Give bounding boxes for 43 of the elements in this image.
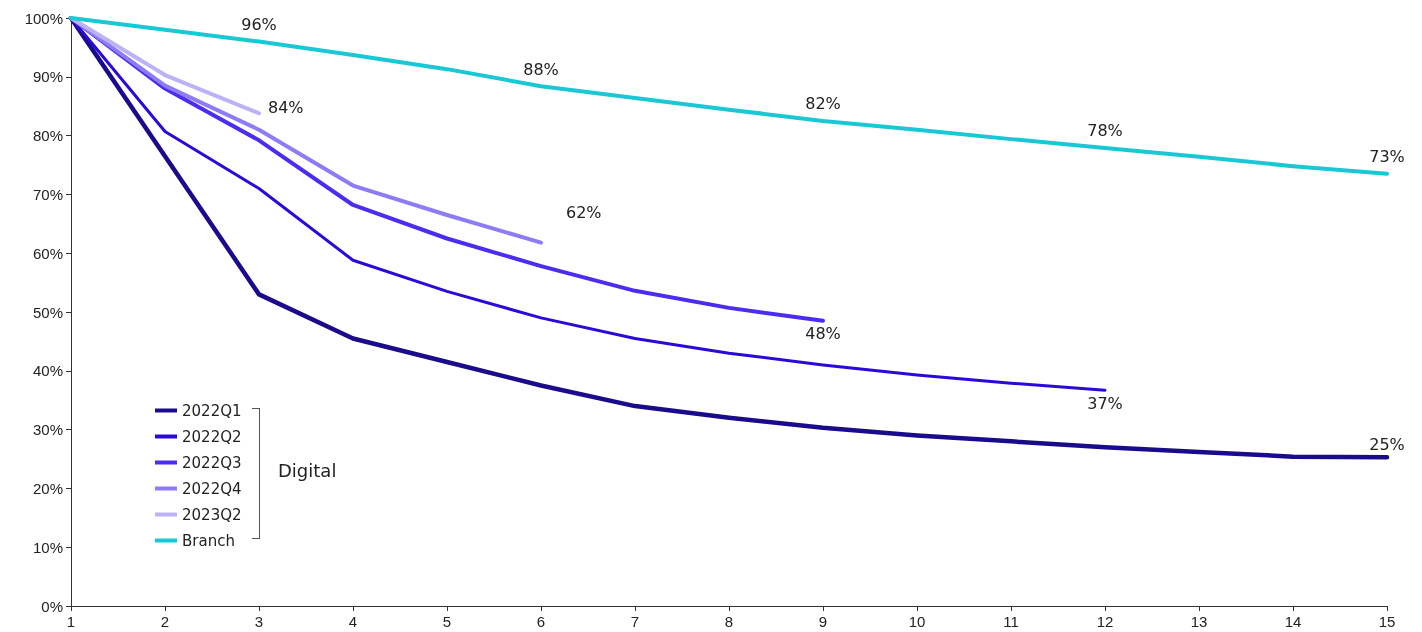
legend-label: 2022Q1 xyxy=(182,401,242,420)
data-label: 25% xyxy=(1369,434,1405,454)
y-tick-label: 50% xyxy=(32,303,63,321)
y-tick-label: 0% xyxy=(41,597,63,615)
y-tick-label: 30% xyxy=(32,421,63,439)
annotation: Digital xyxy=(278,460,337,482)
x-tick-label: 13 xyxy=(1190,613,1208,630)
x-tick-label: 4 xyxy=(348,613,358,630)
y-tick-label: 90% xyxy=(32,68,63,86)
data-label: 88% xyxy=(523,59,559,79)
x-tick-label: 8 xyxy=(724,613,734,630)
x-tick-label: 7 xyxy=(630,613,640,630)
legend-label: 2022Q4 xyxy=(182,479,242,498)
y-tick-label: 70% xyxy=(32,185,63,203)
x-tick-label: 15 xyxy=(1378,613,1396,630)
x-tick-label: 1 xyxy=(66,613,76,630)
x-tick-label: 14 xyxy=(1284,613,1302,630)
legend-label: Branch xyxy=(182,531,235,550)
y-tick-label: 40% xyxy=(32,362,63,380)
legend-label: 2023Q2 xyxy=(182,505,242,524)
data-label: 62% xyxy=(566,203,602,223)
y-tick-label: 80% xyxy=(32,127,63,145)
data-label: 82% xyxy=(805,94,841,114)
x-tick-label: 10 xyxy=(908,613,926,630)
data-label: 84% xyxy=(268,97,304,117)
x-tick-label: 11 xyxy=(1003,613,1019,630)
x-tick-label: 6 xyxy=(536,613,546,630)
data-label: 37% xyxy=(1087,393,1123,413)
x-tick-label: 2 xyxy=(160,613,170,630)
y-tick-label: 20% xyxy=(32,479,63,497)
y-tick-label: 100% xyxy=(24,9,63,27)
data-label: 78% xyxy=(1087,121,1123,141)
x-tick-label: 9 xyxy=(818,613,828,630)
data-label: 73% xyxy=(1369,147,1405,167)
data-label: 96% xyxy=(241,15,277,35)
legend-label: 2022Q2 xyxy=(182,427,242,446)
x-tick-label: 5 xyxy=(442,613,452,630)
x-tick-label: 12 xyxy=(1096,613,1114,630)
legend-label: 2022Q3 xyxy=(182,453,242,472)
data-label: 48% xyxy=(805,324,841,344)
x-tick-label: 3 xyxy=(254,613,264,630)
y-tick-label: 60% xyxy=(32,244,63,262)
y-tick-label: 10% xyxy=(32,538,63,556)
